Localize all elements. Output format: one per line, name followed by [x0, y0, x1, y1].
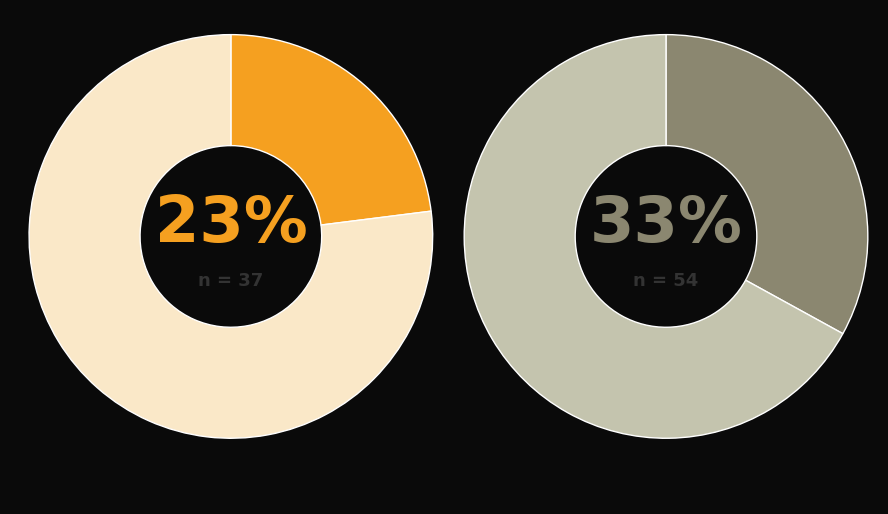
Wedge shape [231, 34, 431, 225]
Wedge shape [666, 34, 868, 334]
Circle shape [582, 152, 750, 321]
Text: 33%: 33% [590, 193, 742, 255]
Circle shape [147, 152, 315, 321]
Text: n = 37: n = 37 [198, 272, 264, 290]
Text: n = 54: n = 54 [633, 272, 699, 290]
Wedge shape [464, 34, 843, 438]
Text: 23%: 23% [155, 193, 307, 255]
Wedge shape [29, 34, 432, 438]
